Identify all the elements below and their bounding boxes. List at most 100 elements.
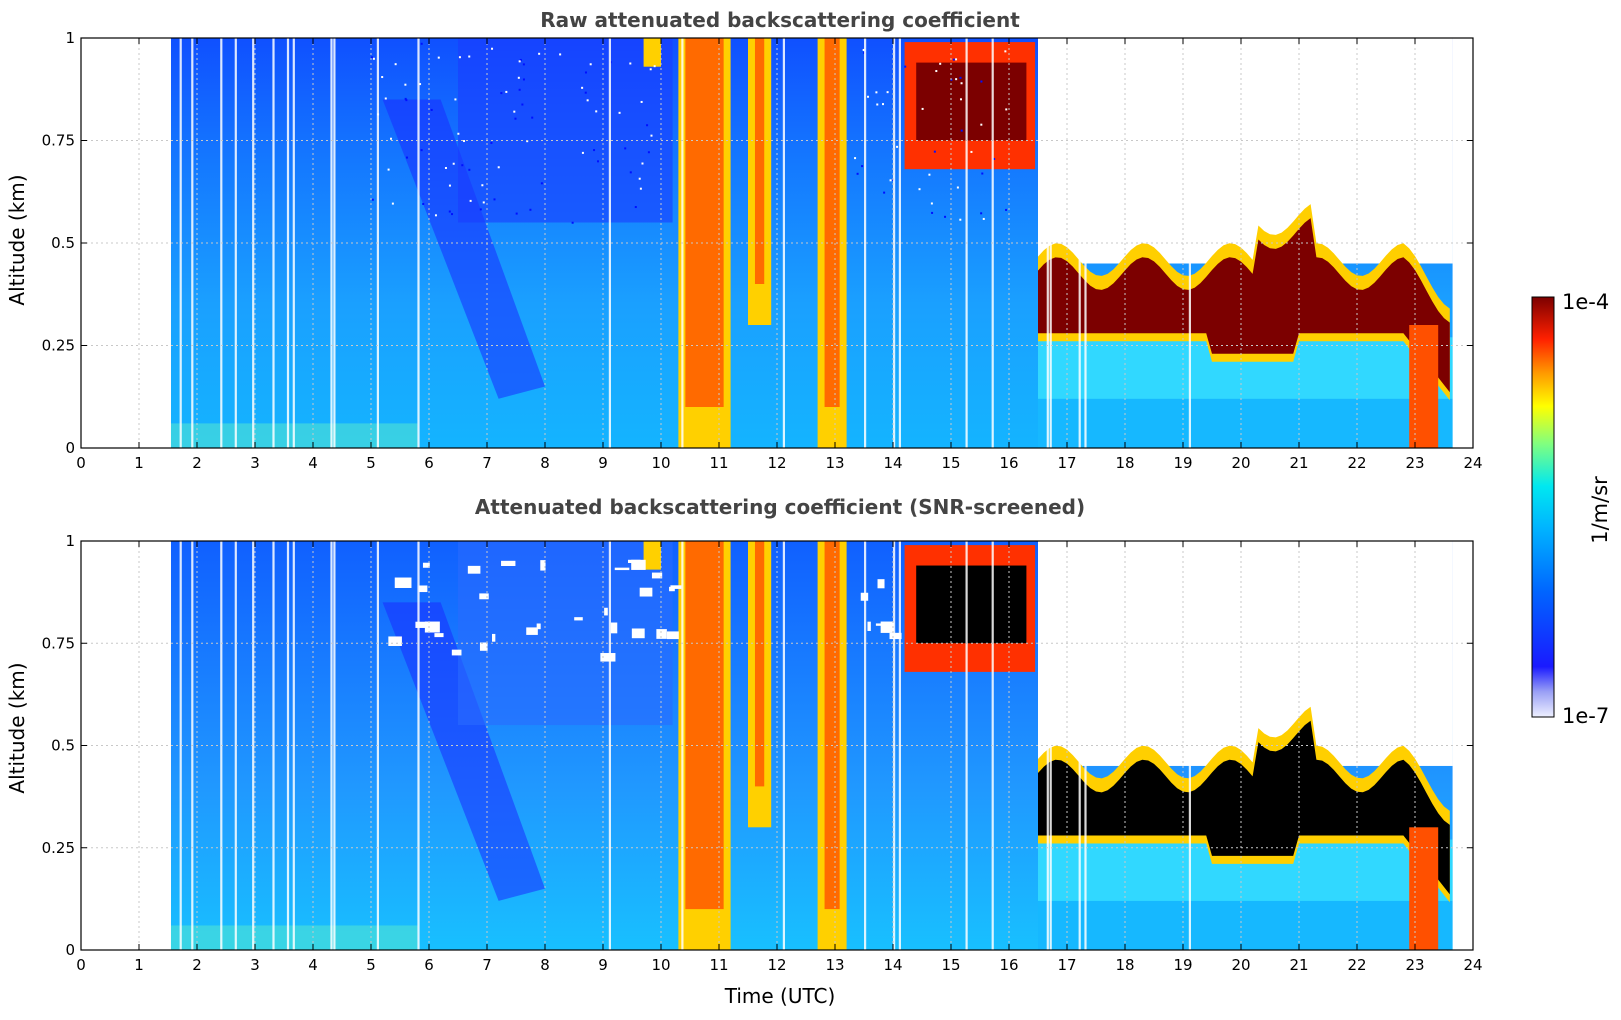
x-tick-label: 6 (424, 956, 434, 974)
noise-speckle (581, 151, 584, 154)
noise-speckle (540, 182, 543, 185)
x-tick-label: 20 (1231, 454, 1250, 472)
x-tick-label: 17 (1057, 956, 1076, 974)
x-tick-label: 14 (883, 454, 902, 472)
screened-gap (669, 586, 675, 592)
colorbar-gradient (1531, 296, 1555, 718)
screened-gap (492, 633, 496, 642)
noise-speckle (454, 98, 457, 101)
noise-speckle (918, 188, 921, 191)
noise-speckle (394, 63, 397, 66)
y-axis-label: Altitude (km) (5, 174, 29, 305)
screened-gap (670, 585, 682, 589)
noise-speckle (437, 56, 440, 59)
colorbar-max-label: 1e-4 (1562, 290, 1609, 314)
x-tick-label: 18 (1115, 454, 1134, 472)
rain-shaft-core (754, 541, 765, 787)
colorbar: 1e-4 1e-7 1/m/sr (1531, 290, 1612, 728)
noise-speckle (980, 80, 983, 83)
noise-speckle (482, 201, 485, 204)
noise-speckle (581, 86, 584, 89)
cloud-core (916, 565, 1027, 644)
noise-speckle (944, 215, 947, 218)
data-gap (272, 38, 275, 448)
noise-speckle (513, 110, 516, 113)
noise-speckle (883, 191, 886, 194)
screened-gap (526, 627, 538, 635)
data-gap (608, 541, 611, 950)
data-gap (1078, 541, 1081, 950)
noise-speckle (960, 129, 963, 132)
noise-speckle (640, 100, 643, 103)
noise-speckle (896, 145, 899, 148)
x-tick-label: 9 (598, 454, 608, 472)
noise-speckle (479, 208, 482, 211)
x-tick-label: 16 (999, 956, 1018, 974)
data-gap (417, 541, 420, 950)
noise-speckle (886, 91, 889, 94)
noise-speckle (497, 166, 500, 169)
x-tick-label: 12 (767, 956, 786, 974)
x-tick-label: 6 (424, 454, 434, 472)
noise-speckle (624, 147, 627, 150)
x-tick-label: 22 (1347, 956, 1366, 974)
noise-speckle (595, 110, 598, 113)
upper-layer (458, 38, 673, 223)
screened-gap (614, 567, 630, 571)
x-axis-label: Time (UTC) (724, 984, 836, 1008)
screened-gap (394, 577, 412, 588)
noise-speckle (933, 150, 936, 153)
noise-speckle (522, 78, 525, 81)
noise-speckle (593, 149, 596, 152)
noise-speckle (514, 117, 517, 120)
x-tick-label: 5 (366, 956, 376, 974)
noise-speckle (889, 179, 892, 182)
x-tick-label: 10 (651, 956, 670, 974)
rain-shaft-core (824, 541, 840, 910)
screened-gap (631, 628, 645, 639)
data-gap (234, 38, 237, 448)
x-tick-label: 1 (134, 454, 144, 472)
noise-speckle (531, 116, 534, 119)
x-tick-label: 11 (709, 454, 728, 472)
grid-lines (80, 37, 1474, 449)
screened-gap (415, 621, 428, 628)
x-tick-label: 17 (1057, 454, 1076, 472)
noise-speckle (647, 151, 650, 154)
x-tick-label: 23 (1405, 956, 1424, 974)
screened-gap (388, 636, 402, 646)
noise-speckle (629, 62, 632, 65)
noise-speckle (420, 42, 423, 45)
data-gap (1188, 541, 1191, 950)
data-gap (417, 38, 420, 448)
noise-speckle (448, 184, 451, 187)
x-tick-label: 11 (709, 956, 728, 974)
noise-speckle (468, 168, 471, 171)
noise-speckle (448, 210, 451, 213)
panel-screened: Attenuated backscattering coefficient (S… (5, 495, 1483, 1008)
noise-speckle (372, 57, 375, 60)
x-tick-label: 7 (482, 454, 492, 472)
noise-speckle (854, 157, 857, 160)
noise-speckle (862, 48, 865, 51)
screened-gap (639, 587, 653, 597)
x-tick-label: 8 (540, 956, 550, 974)
noise-speckle (526, 140, 529, 143)
x-tick-label: 21 (1289, 454, 1308, 472)
noise-speckle (981, 172, 984, 175)
clear-sky-region (1038, 38, 1453, 264)
clear-sky-region (1038, 541, 1453, 766)
noise-speckle (875, 91, 878, 94)
data-gap (898, 541, 901, 950)
y-axis-ticks: 0 0.25 0.5 0.75 1 (42, 29, 1473, 457)
noise-speckle (430, 108, 433, 111)
y-tick-label: 0.5 (51, 737, 75, 755)
noise-speckle (463, 140, 466, 143)
data-gap (1049, 38, 1052, 448)
noise-speckle (931, 211, 934, 214)
screened-gap (424, 621, 440, 633)
data-gap (272, 541, 275, 950)
noise-speckle (993, 157, 996, 160)
noise-speckle (960, 82, 963, 85)
